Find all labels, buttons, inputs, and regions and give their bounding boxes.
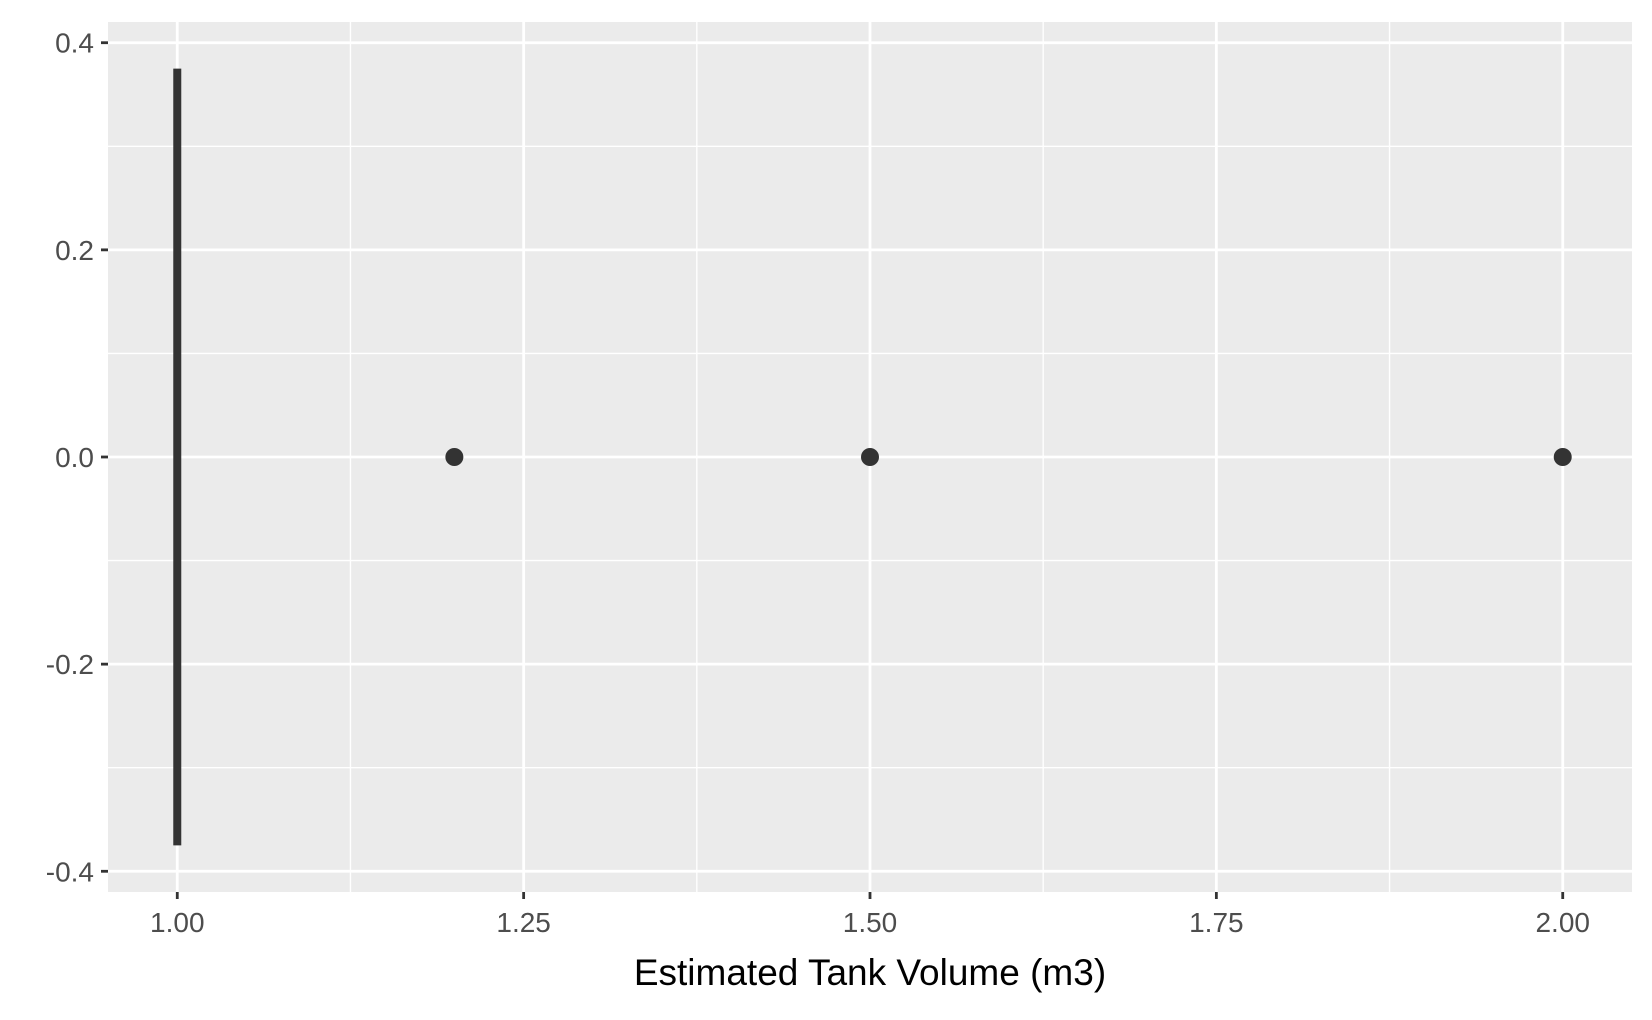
y-tick-label: 0.0 (55, 442, 94, 473)
data-point (445, 448, 464, 466)
y-tick-label: -0.2 (46, 649, 94, 680)
x-tick-label: 1.00 (150, 907, 205, 938)
data-point (861, 448, 879, 466)
x-tick-label: 1.25 (496, 907, 551, 938)
y-tick-label: 0.2 (55, 235, 94, 266)
axes: 1.00 1.25 1.50 1.75 2.00 -0.4 -0.2 0.0 0.2 0.4 (46, 28, 1590, 938)
x-tick-label: 1.75 (1189, 907, 1244, 938)
x-axis-title: Estimated Tank Volume (m3) (634, 952, 1106, 993)
y-tick-label: 0.4 (55, 28, 94, 59)
x-tick-label: 2.00 (1535, 907, 1590, 938)
y-tick-label: -0.4 (46, 856, 94, 887)
data-marks (173, 68, 1572, 846)
x-tick-label: 1.50 (843, 907, 898, 938)
data-point (1553, 448, 1572, 466)
